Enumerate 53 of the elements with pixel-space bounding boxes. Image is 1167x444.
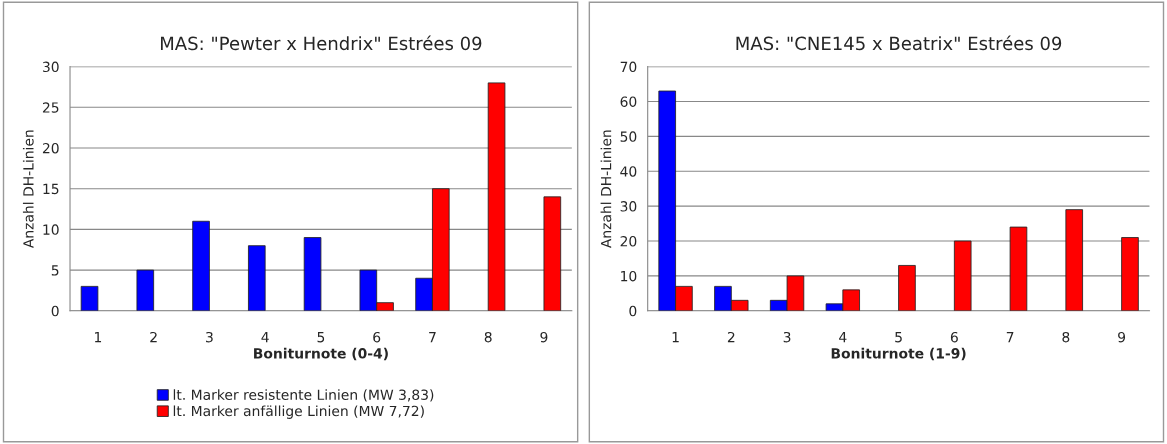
y-axis-title: Anzahl DH-Linien bbox=[22, 130, 34, 249]
y-tick-label: 30 bbox=[42, 61, 59, 73]
x-tick-label: 9 bbox=[540, 331, 548, 343]
y-tick-label: 25 bbox=[42, 102, 59, 113]
y-tick-label: 70 bbox=[620, 61, 637, 73]
x-tick-label: 4 bbox=[839, 332, 847, 343]
y-tick-label: 60 bbox=[620, 96, 637, 107]
x-axis-title: Boniturnote (0-4) bbox=[254, 347, 388, 361]
x-tick-label: 2 bbox=[150, 331, 157, 343]
x-tick-label: 8 bbox=[1062, 331, 1070, 343]
x-tick-label: 6 bbox=[373, 331, 381, 343]
x-tick-label: 6 bbox=[950, 331, 958, 343]
x-tick-label: 1 bbox=[95, 332, 102, 343]
bar bbox=[898, 265, 916, 311]
legend-label: lt. Marker resistente Linien (MW 3,83) bbox=[173, 389, 434, 402]
x-axis-title: Boniturnote (1-9) bbox=[831, 347, 966, 361]
y-tick-label: 0 bbox=[629, 305, 637, 317]
y-tick-label: 0 bbox=[51, 305, 59, 317]
bar bbox=[1121, 237, 1139, 311]
x-tick-label: 4 bbox=[261, 332, 269, 343]
bar bbox=[1009, 226, 1028, 311]
x-tick-label: 8 bbox=[484, 331, 492, 343]
y-tick-label: 10 bbox=[43, 224, 59, 235]
bar bbox=[192, 220, 210, 311]
bar bbox=[1065, 209, 1084, 311]
x-tick-label: 3 bbox=[206, 331, 213, 343]
y-tick-label: 15 bbox=[43, 183, 59, 195]
chart-title: MAS: "Pewter x Hendrix" Estrées 09 bbox=[160, 35, 482, 51]
bar bbox=[487, 82, 506, 311]
x-tick-label: 9 bbox=[1118, 331, 1126, 343]
legend-label: lt. Marker anfällige Linien (MW 7,72) bbox=[173, 405, 424, 419]
y-tick-label: 50 bbox=[620, 131, 637, 142]
bar bbox=[80, 285, 99, 311]
y-tick-label: 20 bbox=[42, 142, 59, 154]
x-tick-label: 7 bbox=[1006, 332, 1014, 343]
bar bbox=[303, 237, 322, 311]
y-tick-label: 40 bbox=[620, 166, 637, 177]
x-tick-label: 2 bbox=[727, 331, 735, 343]
bar bbox=[953, 240, 972, 311]
y-tick-label: 10 bbox=[621, 270, 637, 282]
bar bbox=[248, 245, 266, 311]
y-tick-label: 20 bbox=[620, 236, 637, 247]
x-tick-label: 5 bbox=[895, 332, 902, 343]
y-axis-title: Anzahl DH-Linien bbox=[600, 130, 612, 249]
x-tick-label: 3 bbox=[783, 331, 791, 343]
x-tick-label: 5 bbox=[317, 332, 325, 343]
x-tick-label: 7 bbox=[429, 332, 436, 343]
x-tick-label: 1 bbox=[672, 332, 679, 343]
y-tick-label: 30 bbox=[620, 201, 637, 212]
chart-title: MAS: "CNE145 x Beatrix" Estrées 09 bbox=[736, 35, 1062, 51]
y-tick-label: 5 bbox=[51, 265, 59, 276]
bar bbox=[136, 269, 155, 311]
bar bbox=[543, 196, 562, 311]
